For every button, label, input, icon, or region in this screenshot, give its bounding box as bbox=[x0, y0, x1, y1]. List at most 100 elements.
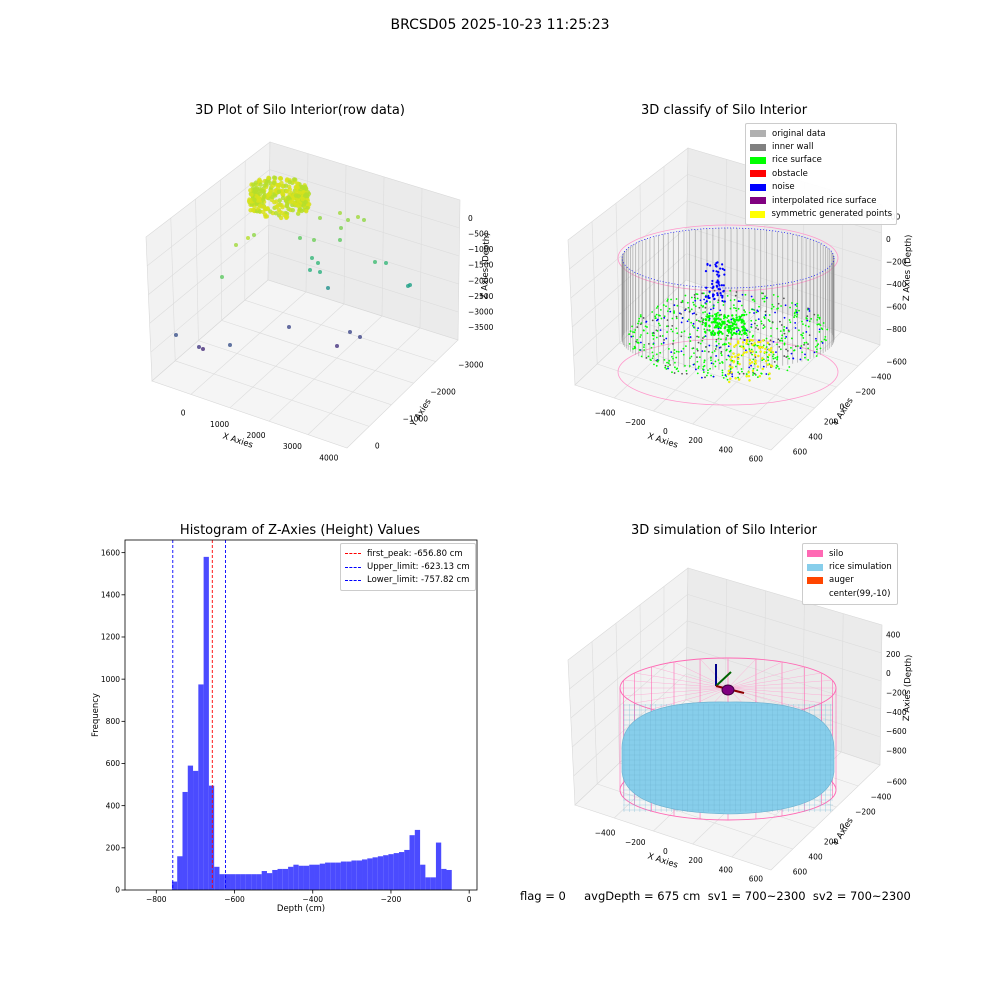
histogram-bar bbox=[388, 854, 394, 890]
classify-point bbox=[734, 343, 738, 347]
classify-point bbox=[708, 312, 711, 315]
histogram-x-tick-label: −200 bbox=[381, 895, 402, 904]
raw-point bbox=[262, 183, 267, 188]
classify-point bbox=[700, 304, 703, 307]
raw-point bbox=[275, 182, 280, 188]
classify-point bbox=[702, 368, 704, 371]
classify-point bbox=[757, 318, 760, 320]
classify-point bbox=[747, 343, 750, 346]
classify-point bbox=[714, 365, 717, 368]
classify-point bbox=[689, 357, 691, 360]
raw-point bbox=[303, 186, 309, 192]
classify-point bbox=[729, 342, 732, 346]
classify-point bbox=[709, 357, 712, 359]
simulation-gridline bbox=[569, 594, 882, 690]
classify-z-tick-label: −600 bbox=[886, 302, 907, 311]
classify-point bbox=[721, 361, 724, 364]
classify-point bbox=[643, 346, 645, 349]
classify-point bbox=[739, 300, 741, 303]
classify-point bbox=[701, 323, 704, 326]
classify-point bbox=[705, 345, 707, 348]
classify-point bbox=[762, 339, 765, 342]
classify-point bbox=[738, 372, 741, 375]
classify-point bbox=[807, 325, 810, 328]
classify-point bbox=[665, 337, 668, 340]
raw-z-tick-label: −2000 bbox=[468, 276, 494, 285]
legend-label: obstacle bbox=[772, 168, 808, 179]
classify-point bbox=[729, 349, 732, 352]
classify-point bbox=[711, 314, 714, 318]
classify-point bbox=[708, 329, 711, 332]
classify-point bbox=[766, 341, 769, 345]
classify-point bbox=[720, 338, 722, 341]
classify-point bbox=[639, 314, 642, 316]
classify-point bbox=[655, 307, 658, 309]
raw-point bbox=[252, 233, 256, 237]
classify-point bbox=[761, 346, 764, 349]
classify-point bbox=[720, 354, 723, 357]
classify-point bbox=[696, 372, 699, 375]
classify-point bbox=[768, 314, 771, 316]
classify-point bbox=[765, 346, 768, 348]
classify-point bbox=[676, 304, 679, 307]
classify-point bbox=[776, 355, 779, 358]
classify-y-tick-label: −200 bbox=[855, 388, 876, 397]
classify-point bbox=[743, 329, 747, 332]
histogram-bar bbox=[198, 684, 204, 890]
histogram-bar bbox=[177, 856, 183, 890]
classify-point bbox=[710, 362, 713, 365]
classify-point bbox=[742, 327, 746, 330]
classify-point bbox=[706, 263, 709, 266]
classify-point bbox=[794, 303, 797, 306]
classify-point bbox=[762, 365, 765, 368]
classify-point bbox=[751, 369, 755, 372]
histogram-bar bbox=[298, 865, 304, 890]
classify-point bbox=[720, 284, 723, 287]
classify-point bbox=[724, 374, 727, 376]
classify-point bbox=[669, 310, 672, 313]
classify-point bbox=[763, 317, 766, 320]
classify-point bbox=[761, 359, 764, 362]
classify-point bbox=[666, 319, 669, 321]
histogram-bar bbox=[309, 864, 315, 890]
classify-point bbox=[806, 319, 809, 322]
classify-point bbox=[788, 366, 791, 368]
raw-point bbox=[406, 284, 410, 288]
classify-point bbox=[743, 309, 746, 312]
classify-point bbox=[813, 313, 816, 316]
classify-point bbox=[718, 284, 721, 287]
classify-point bbox=[665, 325, 668, 328]
raw-point bbox=[304, 193, 309, 198]
legend-swatch bbox=[750, 130, 766, 138]
classify-point bbox=[726, 329, 730, 333]
classify-point bbox=[726, 334, 729, 337]
raw-point bbox=[316, 261, 320, 265]
classify-point bbox=[826, 328, 829, 331]
classify-point bbox=[651, 332, 654, 335]
classify-point bbox=[776, 327, 779, 330]
classify-point bbox=[815, 337, 817, 340]
classify-point bbox=[713, 350, 716, 352]
legend-entry: interpolated rice surface bbox=[750, 194, 892, 207]
classify-point bbox=[701, 292, 704, 295]
classify-point bbox=[675, 327, 678, 330]
classify-point bbox=[696, 297, 699, 300]
classify-point bbox=[783, 316, 786, 319]
classify-point bbox=[694, 298, 697, 300]
classify-point bbox=[767, 348, 771, 351]
classify-point bbox=[659, 324, 661, 327]
classify-point bbox=[716, 311, 719, 314]
classify-point bbox=[732, 331, 736, 335]
classify-point bbox=[708, 314, 711, 317]
classify-z-tick-label: −400 bbox=[886, 280, 907, 289]
classify-point bbox=[759, 340, 762, 344]
classify-point bbox=[780, 324, 783, 326]
classify-point bbox=[711, 279, 714, 283]
raw-gridline bbox=[244, 299, 436, 362]
classify-point bbox=[642, 329, 645, 332]
classify-point bbox=[701, 339, 704, 342]
legend-entry: rice surface bbox=[750, 154, 892, 167]
legend-label: symmetric generated points bbox=[771, 209, 892, 220]
classify-point bbox=[689, 336, 692, 338]
classify-point bbox=[651, 357, 654, 360]
